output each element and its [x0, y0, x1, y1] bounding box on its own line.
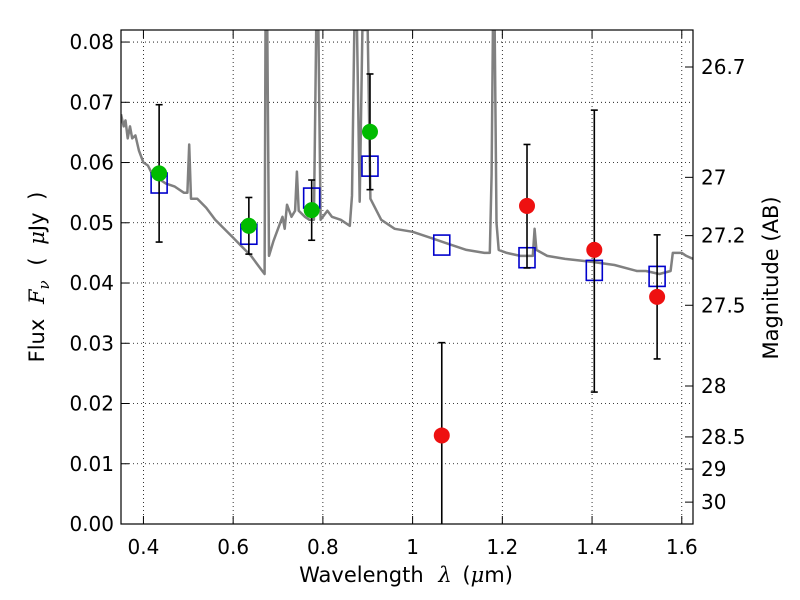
measurement-point — [586, 241, 603, 258]
x-tick-label: 0.6 — [217, 535, 249, 559]
x-axis-label-symbol: λ — [437, 563, 451, 587]
y-axis-label-unit-close: ) — [25, 192, 49, 200]
detection-point — [361, 123, 378, 140]
x-axis-label-unit-open: ( — [462, 563, 470, 587]
detection-point — [151, 165, 168, 182]
sed-model-line — [121, 30, 693, 276]
y-tick-label: 0.01 — [69, 452, 114, 476]
y2-tick-label: 30 — [701, 490, 726, 514]
y-tick-label: 0.07 — [69, 90, 114, 114]
plot-area — [121, 30, 693, 524]
measurement-point — [433, 427, 450, 444]
y2-tick-label: 27 — [701, 165, 726, 189]
y-axis-label-subscript: ν — [35, 280, 53, 289]
y2-tick-label: 27.5 — [701, 293, 746, 317]
y-tick-label: 0.00 — [69, 512, 114, 536]
y-axis-label-text: Flux — [25, 319, 49, 363]
y-tick-label: 0.03 — [69, 331, 114, 355]
x-tick-label: 1.4 — [576, 535, 608, 559]
measurement-point — [519, 197, 536, 214]
x-axis-label-unit-mu: μ — [471, 563, 485, 587]
y-tick-label: 0.06 — [69, 151, 114, 175]
x-axis-label-text: Wavelength — [299, 563, 424, 587]
y2-tick-label: 28.5 — [701, 425, 746, 449]
detection-point — [303, 202, 320, 219]
y-tick-label: 0.02 — [69, 392, 114, 416]
measurement-point — [649, 288, 666, 305]
y2-tick-label: 28 — [701, 374, 726, 398]
y-axis-label-unit-mu: μ — [25, 231, 49, 245]
x-tick-label: 1.2 — [486, 535, 518, 559]
y-tick-label: 0.08 — [69, 30, 114, 54]
y2-tick-label: 26.7 — [701, 55, 746, 79]
y-axis-label-unit-rest: Jy — [25, 212, 49, 233]
y-tick-label: 0.04 — [69, 271, 114, 295]
y-axis-label: Flux Fν ( μJy ) — [25, 192, 54, 363]
detection-point — [240, 217, 257, 234]
y2-axis-label: Magnitude (AB) — [759, 196, 783, 359]
x-tick-label: 0.8 — [307, 535, 339, 559]
y-axis-label-symbol: F — [25, 288, 49, 305]
x-tick-label: 1 — [406, 535, 419, 559]
x-tick-label: 0.4 — [128, 535, 160, 559]
axis-ticks: 0.4 0.6 0.8 1 1.2 1.4 1.6 0.00 0.01 0.02 0.03 0.04 0… — [69, 30, 746, 559]
y-tick-label: 0.05 — [69, 211, 114, 235]
plot-frame — [120, 29, 694, 525]
x-axis-label: Wavelength λ (μm) — [299, 563, 513, 587]
y-axis-label-unit-open: ( — [25, 257, 49, 265]
y2-tick-label: 27.2 — [701, 224, 746, 248]
y2-tick-label: 29 — [701, 457, 726, 481]
x-tick-label: 1.6 — [666, 535, 698, 559]
model-flux-box — [432, 234, 451, 256]
x-axis-label-unit-rest: m) — [484, 563, 513, 587]
